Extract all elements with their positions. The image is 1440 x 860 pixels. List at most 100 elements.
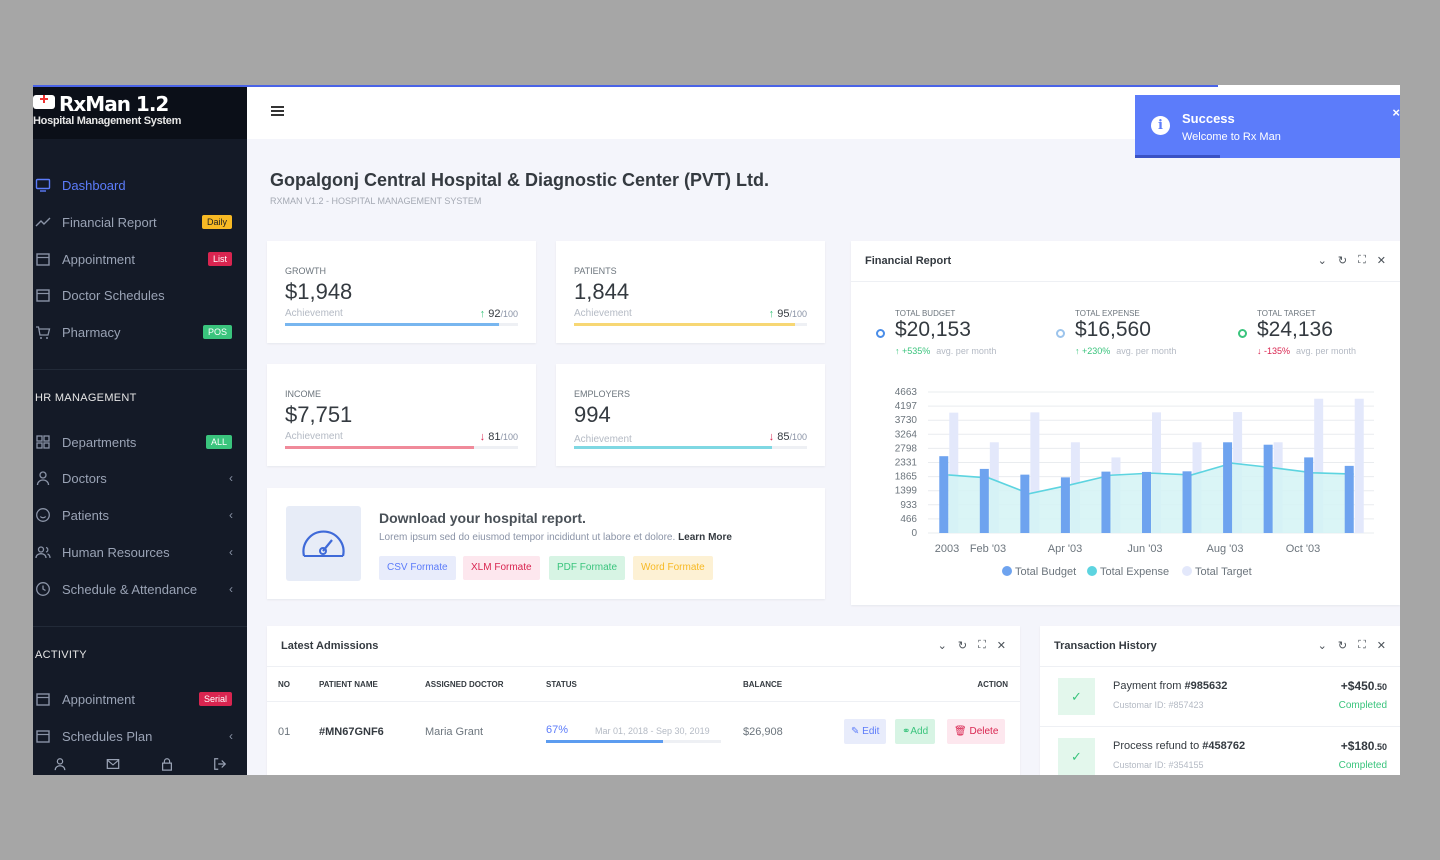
row-divider [267, 701, 1020, 702]
sidebar-item-departments[interactable]: Departments ALL [33, 427, 247, 457]
sidebar-item-patients[interactable]: Patients ‹ [33, 500, 247, 530]
stat-value: 1,844 [574, 279, 630, 304]
info-icon: i [1151, 116, 1170, 135]
stat-card-patients: PATIENTS 1,844 Achievement ↑ 95/100 [556, 241, 825, 343]
card-tools: ⌄ ↻ ⛶ ✕ [1318, 254, 1386, 267]
download-title: Download your hospital report. [379, 510, 586, 526]
y-tick-label: 3264 [895, 429, 918, 440]
delete-button[interactable]: 🗑 Delete [947, 719, 1006, 744]
add-button[interactable]: ⚭Add [895, 719, 936, 744]
transaction-ref: #985632 [1184, 680, 1228, 692]
cell-patient[interactable]: #MN67GNF6 [319, 726, 384, 738]
chevron-left-icon: ‹ [229, 582, 233, 596]
stat-progress [285, 446, 518, 449]
legend-label: Total Budget [1015, 566, 1076, 578]
bar-total-budget [939, 456, 949, 533]
card-header: Latest Admissions ⌄ ↻ ⛶ ✕ [267, 626, 1020, 667]
y-tick-label: 4197 [895, 401, 918, 412]
sidebar-item-activity-appointment[interactable]: Appointment Serial [33, 684, 247, 714]
profile-icon[interactable] [53, 757, 67, 771]
status-progress-fill [546, 740, 664, 743]
sidebar-item-schedules-plan[interactable]: Schedules Plan ‹ [33, 721, 247, 751]
bar-total-target [949, 412, 959, 533]
stat-score-value: 85 [777, 431, 790, 443]
learn-more-link[interactable]: Learn More [678, 532, 732, 543]
lock-icon[interactable] [160, 757, 174, 771]
metric-value: $24,136 [1257, 318, 1333, 341]
badge-list: List [207, 252, 232, 266]
bar-total-budget [1101, 471, 1111, 533]
sidebar-item-appointment[interactable]: Appointment List [33, 244, 247, 274]
list-item[interactable]: ✓ Payment from #985632 Customar ID: #857… [1040, 667, 1400, 727]
y-tick-label: 466 [900, 514, 917, 525]
sidebar-item-pharmacy[interactable]: Pharmacy POS [33, 317, 247, 347]
close-icon[interactable]: ✕ [1376, 255, 1386, 267]
toast-message: Welcome to Rx Man [1182, 131, 1281, 143]
sidebar-item-doctor-schedules[interactable]: Doctor Schedules [33, 280, 247, 310]
card-tools: ⌄ ↻ ⛶ ✕ [1318, 639, 1386, 652]
calendar-icon [36, 289, 50, 302]
stat-score-value: 95 [777, 308, 790, 320]
sidebar-item-doctors[interactable]: Doctors ‹ [33, 463, 247, 493]
sidebar-item-human-resources[interactable]: Human Resources ‹ [33, 537, 247, 567]
sidebar-item-label: Doctors [62, 470, 107, 486]
sidebar-item-label: Schedules Plan [62, 728, 153, 744]
add-button-label: Add [910, 726, 929, 737]
sidebar-item-dashboard[interactable]: Dashboard [33, 170, 247, 200]
y-tick-label: 4663 [895, 387, 918, 398]
arrow-down-icon: ↓ [479, 431, 486, 443]
close-icon[interactable]: ✕ [996, 640, 1006, 652]
sidebar-item-schedule-attendance[interactable]: Schedule & Attendance ‹ [33, 574, 247, 604]
chevron-down-icon[interactable]: ⌄ [937, 640, 947, 652]
bar-total-target [1030, 412, 1040, 533]
sidebar-item-label: Dashboard [62, 177, 126, 193]
x-tick-label: 2003 [935, 543, 959, 555]
logo-subtitle: Hospital Management System [33, 115, 182, 127]
cell-date-range: Mar 01, 2018 - Sep 30, 2019 [595, 726, 710, 736]
fullscreen-icon[interactable]: ⛶ [978, 639, 986, 651]
close-icon[interactable]: ✕ [1376, 640, 1386, 652]
chevron-left-icon: ‹ [229, 729, 233, 743]
chevron-down-icon[interactable]: ⌄ [1317, 640, 1327, 652]
toast-close-button[interactable]: × [1392, 105, 1400, 120]
menu-icon[interactable] [271, 106, 284, 117]
stat-score-value: 92 [488, 308, 501, 320]
stat-card-income: INCOME $7,751 Achievement ↓ 81/100 [267, 364, 536, 466]
calendar-icon [36, 253, 50, 266]
amount-cents: .50 [1374, 682, 1387, 692]
edit-button[interactable]: ✎ Edit [844, 719, 887, 744]
csv-button[interactable]: CSV Formate [379, 556, 456, 580]
stat-sub: Achievement [285, 431, 343, 442]
fullscreen-icon[interactable]: ⛶ [1358, 254, 1366, 266]
fullscreen-icon[interactable]: ⛶ [1358, 639, 1366, 651]
stat-score-max: /100 [500, 432, 518, 442]
chevron-left-icon: ‹ [229, 508, 233, 522]
success-toast[interactable]: i Success Welcome to Rx Man × [1135, 95, 1400, 158]
word-button[interactable]: Word Formate [633, 556, 713, 580]
link-icon: ⚭ [902, 726, 911, 737]
logout-icon[interactable] [213, 757, 227, 771]
metric-value: $20,153 [895, 318, 971, 341]
x-tick-label: Feb '03 [970, 543, 1006, 555]
metric-change-value: +535% [902, 346, 931, 356]
mail-icon[interactable] [106, 757, 120, 771]
chevron-down-icon[interactable]: ⌄ [1317, 255, 1327, 267]
stat-progress [574, 446, 807, 449]
column-header: ASSIGNED DOCTOR [425, 680, 504, 689]
xlm-button[interactable]: XLM Formate [463, 556, 540, 580]
list-item[interactable]: ✓ Process refund to #458762 Customar ID:… [1040, 727, 1400, 775]
refresh-icon[interactable]: ↻ [1337, 640, 1348, 652]
refresh-icon[interactable]: ↻ [957, 640, 968, 652]
logo[interactable]: RxMan 1.2 Hospital Management System [33, 85, 247, 139]
amount-value: +$180 [1340, 739, 1375, 753]
sidebar-item-financial-report[interactable]: Financial Report Daily [33, 207, 247, 237]
legend-label: Total Expense [1100, 566, 1169, 578]
card-title: Transaction History [1054, 640, 1157, 652]
cell-doctor: Maria Grant [425, 726, 484, 738]
x-tick-label: Apr '03 [1048, 543, 1083, 555]
refresh-icon[interactable]: ↻ [1337, 255, 1348, 267]
stat-score: ↓ 85/100 [769, 431, 807, 443]
stat-progress-fill [285, 446, 474, 449]
pdf-button[interactable]: PDF Formate [549, 556, 626, 580]
calendar-icon [36, 693, 50, 706]
